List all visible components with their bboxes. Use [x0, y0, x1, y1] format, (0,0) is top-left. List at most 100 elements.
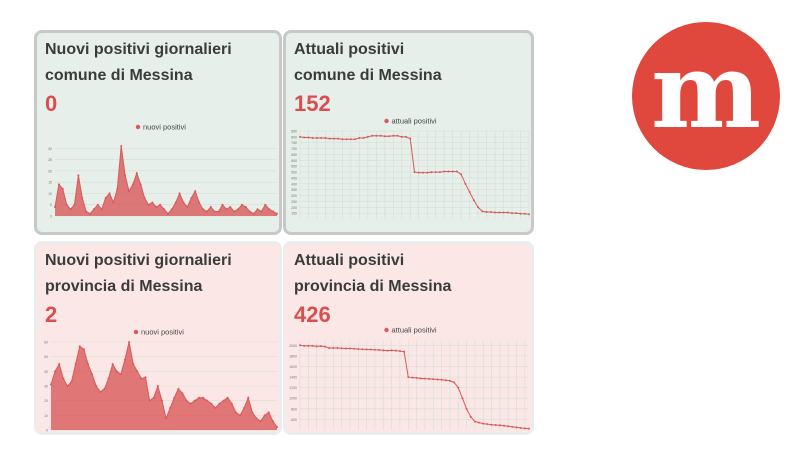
- data-point: [519, 212, 522, 215]
- data-point: [272, 210, 275, 213]
- data-point: [299, 135, 301, 138]
- data-point: [143, 196, 146, 199]
- y-tick-label: 30: [48, 147, 52, 151]
- data-point: [324, 137, 327, 140]
- y-tick-label: 1800: [289, 354, 297, 358]
- data-point: [85, 210, 88, 213]
- data-point: [108, 192, 111, 195]
- y-tick-label: 1200: [289, 386, 297, 390]
- y-tick-label: 50: [44, 355, 48, 359]
- data-point: [54, 370, 57, 373]
- data-point: [498, 211, 501, 214]
- data-point: [217, 210, 220, 213]
- data-point: [248, 210, 251, 213]
- data-point: [523, 427, 526, 430]
- data-point: [276, 426, 278, 429]
- data-point: [507, 425, 510, 428]
- y-tick-label: 0: [50, 215, 52, 219]
- data-point: [218, 402, 221, 405]
- data-point: [506, 211, 509, 214]
- data-point: [319, 345, 322, 348]
- data-point: [252, 212, 255, 215]
- data-point: [271, 420, 274, 423]
- y-tick-label: 600: [291, 418, 297, 422]
- data-point: [379, 134, 382, 137]
- data-point: [256, 208, 259, 211]
- data-point: [230, 402, 233, 405]
- data-point: [152, 396, 155, 399]
- logo-circle: [632, 22, 780, 170]
- y-tick-label: 15: [48, 181, 52, 185]
- y-tick-label: 750: [291, 141, 297, 145]
- y-tick-label: 200: [291, 206, 297, 210]
- data-point: [123, 358, 126, 361]
- y-tick-label: 650: [291, 153, 297, 157]
- data-point: [477, 206, 480, 209]
- data-point: [457, 386, 460, 389]
- y-tick-label: 600: [291, 159, 297, 163]
- data-point: [82, 348, 85, 351]
- data-point: [225, 208, 228, 211]
- data-point: [69, 208, 72, 211]
- data-point: [65, 203, 68, 206]
- data-point: [490, 423, 493, 426]
- data-point: [303, 136, 306, 139]
- y-tick-label: 850: [291, 130, 297, 134]
- data-point: [378, 349, 381, 352]
- data-point: [365, 348, 368, 351]
- data-point: [307, 344, 310, 347]
- data-point: [311, 344, 314, 347]
- data-point: [361, 348, 364, 351]
- data-point: [411, 376, 414, 379]
- y-tick-label: 450: [291, 176, 297, 180]
- data-point: [100, 208, 103, 211]
- y-tick-label: 500: [291, 171, 297, 175]
- series-line: [299, 344, 530, 430]
- data-point: [91, 373, 94, 376]
- card-title: Nuovi positivi giornalieri provincia di …: [45, 248, 279, 300]
- data-point: [166, 212, 169, 215]
- series-line: [299, 135, 530, 215]
- data-point: [511, 212, 514, 215]
- data-point: [455, 170, 458, 173]
- data-point: [528, 213, 530, 216]
- data-point: [99, 390, 102, 393]
- data-point: [448, 379, 451, 382]
- data-point: [209, 205, 212, 208]
- data-point: [323, 345, 326, 348]
- data-point: [267, 411, 270, 414]
- data-point: [344, 347, 347, 350]
- data-point: [66, 385, 69, 387]
- data-point: [234, 411, 237, 414]
- y-tick-label: 800: [291, 135, 297, 139]
- data-point: [189, 402, 192, 405]
- data-point: [182, 201, 185, 204]
- data-point: [451, 170, 454, 173]
- data-point: [307, 136, 310, 139]
- card-new-cases-province: Nuovi positivi giornalieri provincia di …: [34, 241, 282, 435]
- data-point: [263, 414, 266, 417]
- data-point: [198, 201, 201, 204]
- data-point: [375, 134, 378, 137]
- data-point: [436, 378, 439, 381]
- data-point: [409, 137, 412, 140]
- card-value: 0: [45, 91, 58, 116]
- y-tick-label: 800: [291, 407, 297, 411]
- card-title: Attuali positivi comune di Messina: [294, 37, 531, 89]
- y-tick-label: 150: [291, 212, 297, 216]
- data-point: [70, 380, 73, 383]
- area-fill: [55, 146, 277, 216]
- legend-label: attuali positivi: [392, 117, 437, 126]
- data-point: [237, 208, 240, 211]
- data-point: [213, 210, 216, 213]
- data-point: [214, 407, 217, 409]
- data-point: [159, 203, 162, 206]
- data-point: [86, 363, 89, 365]
- data-point: [165, 417, 168, 420]
- data-point: [489, 210, 492, 213]
- data-point: [135, 172, 138, 175]
- data-point: [54, 205, 56, 208]
- data-point: [423, 377, 426, 380]
- data-point: [247, 396, 250, 399]
- data-point: [61, 187, 64, 190]
